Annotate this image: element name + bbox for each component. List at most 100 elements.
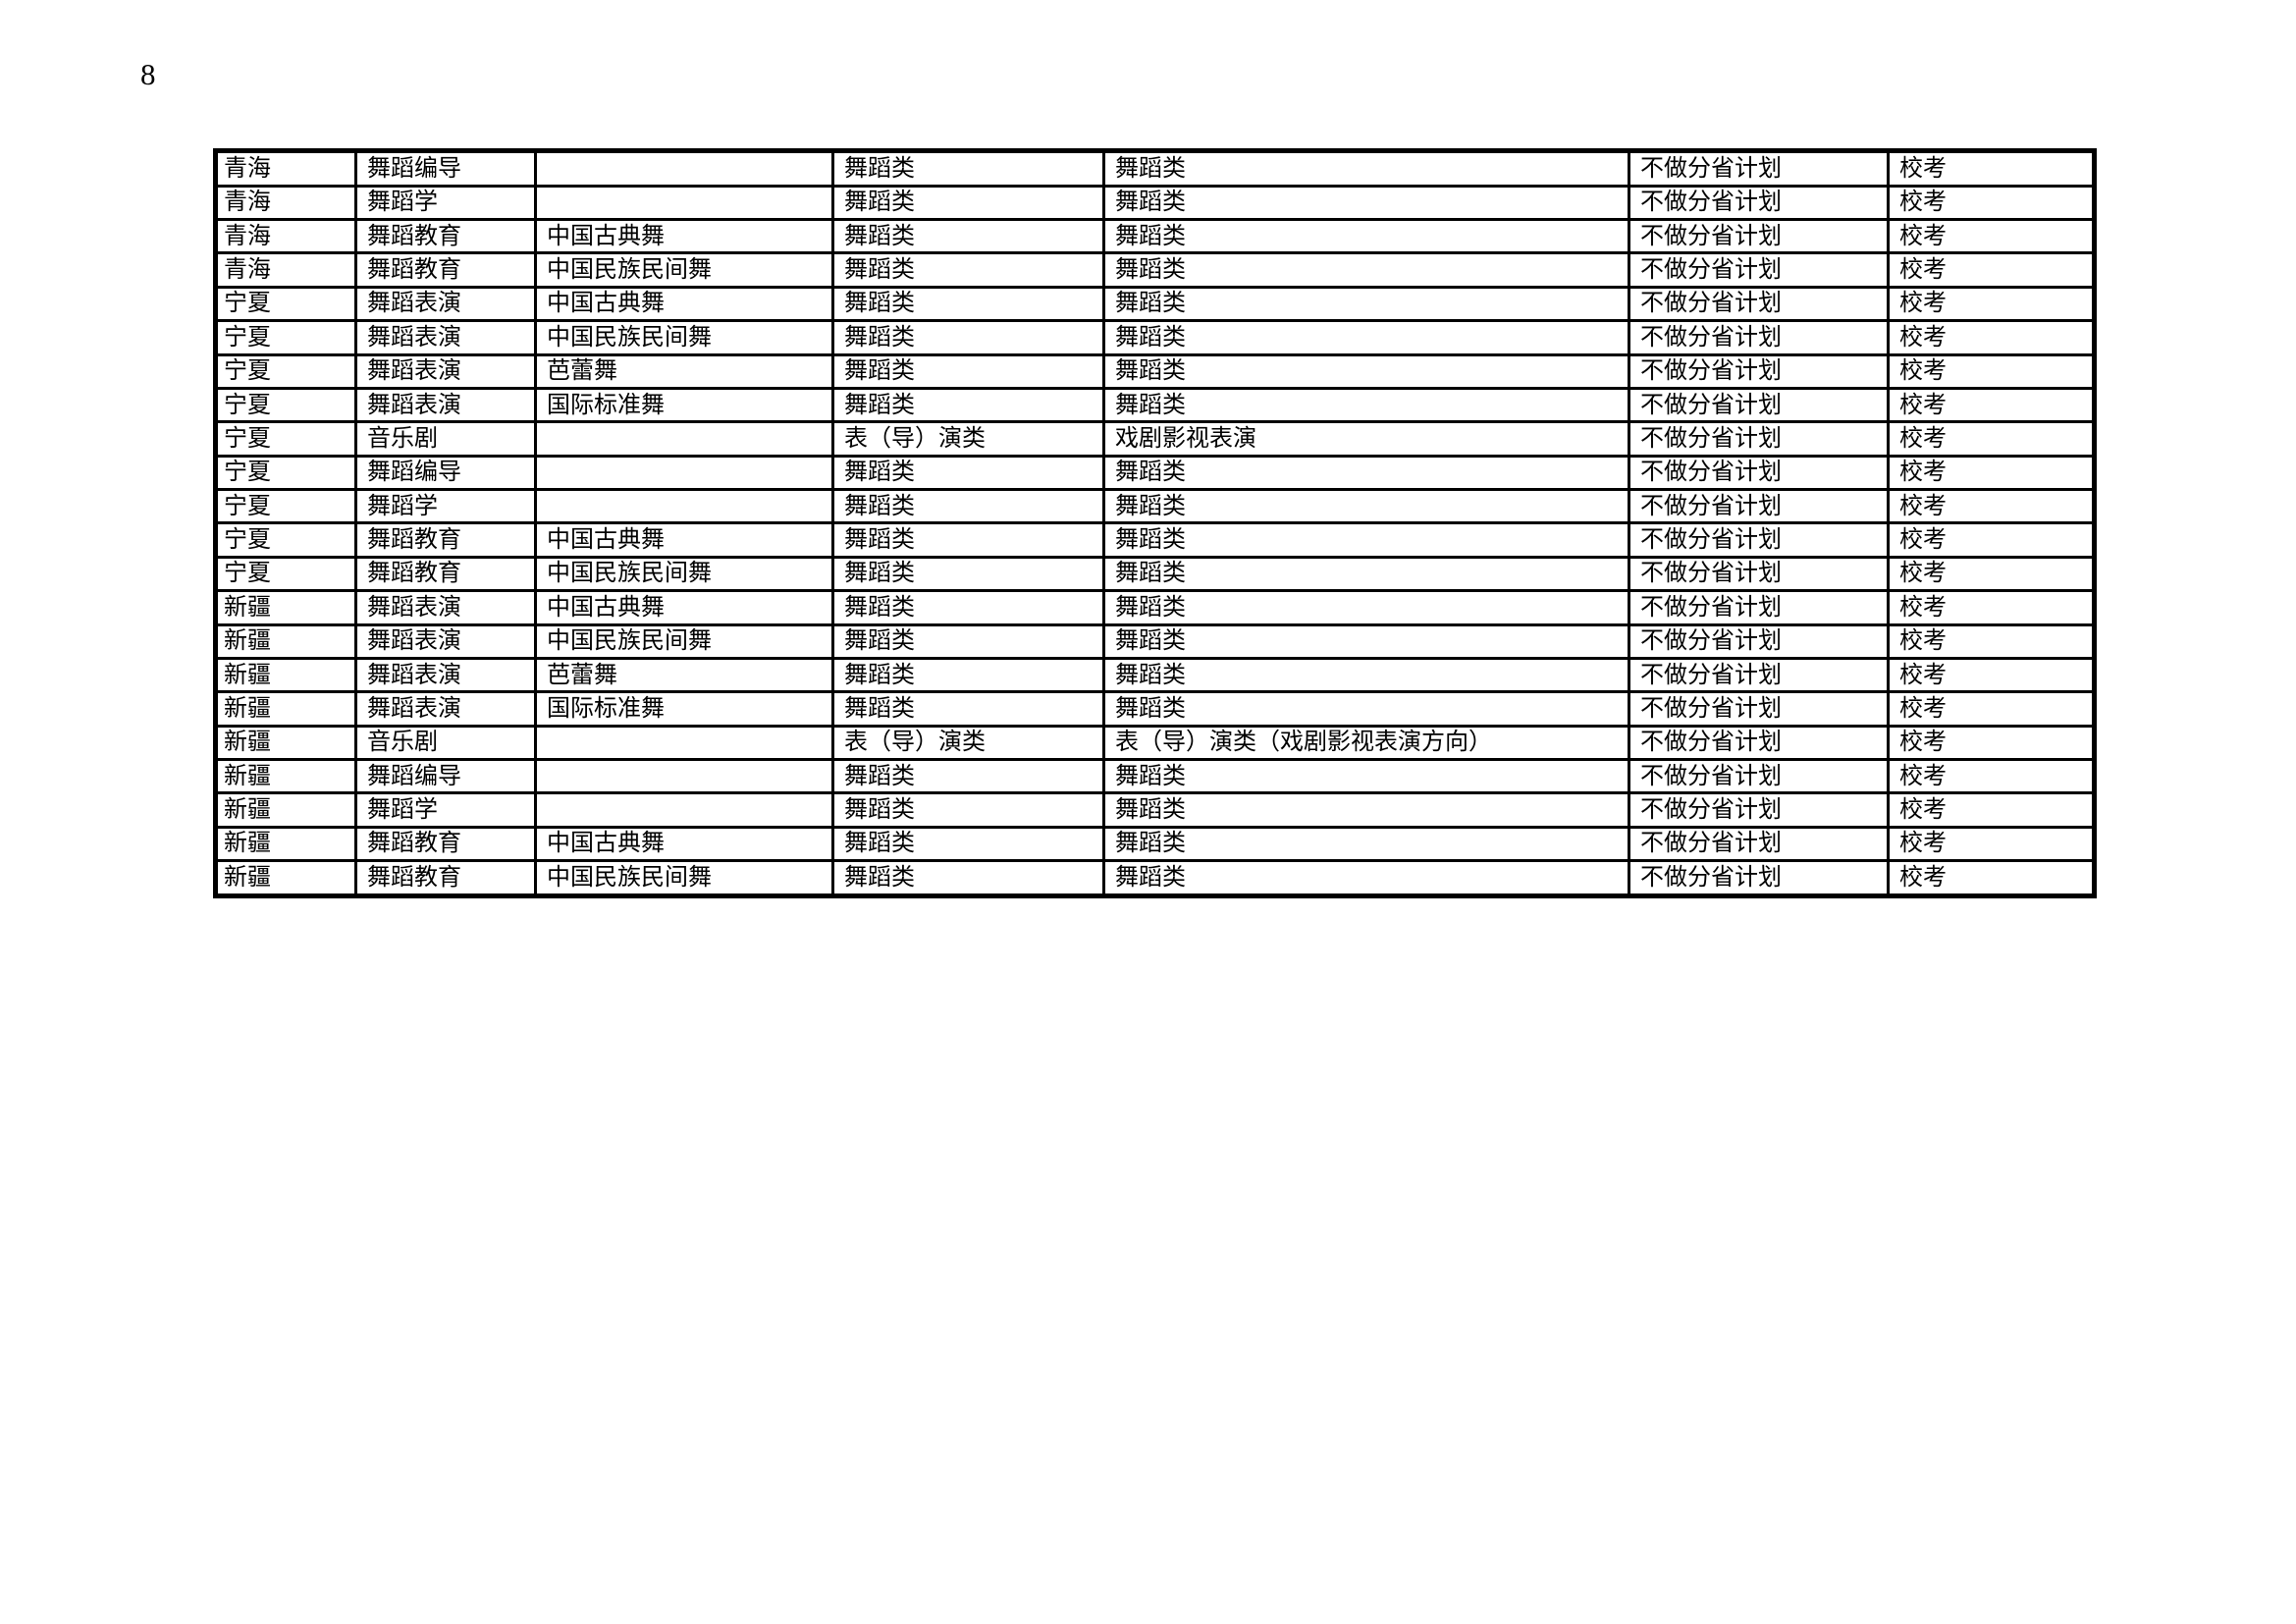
table-cell: 宁夏 (214, 352, 357, 390)
table-row: 宁夏 舞蹈表演 中国民族民间舞 舞蹈类 舞蹈类 不做分省计划 校考 (214, 319, 2096, 356)
table-cell: 校考 (1887, 859, 2096, 897)
table-cell: 舞蹈类 (831, 251, 1105, 289)
table-cell: 中国古典舞 (534, 285, 834, 323)
table-cell: 中国古典舞 (534, 218, 834, 255)
table-cell: 舞蹈类 (831, 218, 1105, 255)
table-cell: 不做分省计划 (1628, 285, 1890, 323)
table-cell: 青海 (214, 218, 357, 255)
table-row: 宁夏 舞蹈表演 国际标准舞 舞蹈类 舞蹈类 不做分省计划 校考 (214, 386, 2096, 424)
table-row: 青海 舞蹈教育 中国古典舞 舞蹈类 舞蹈类 不做分省计划 校考 (214, 218, 2096, 255)
table-cell: 舞蹈类 (1102, 454, 1630, 492)
table-cell: 舞蹈类 (831, 555, 1105, 593)
table-cell: 舞蹈类 (1102, 791, 1630, 829)
table-cell: 中国民族民间舞 (534, 251, 834, 289)
table-cell: 不做分省计划 (1628, 218, 1890, 255)
table-cell: 舞蹈表演 (354, 352, 537, 390)
table-cell: 舞蹈表演 (354, 319, 537, 356)
table-cell: 芭蕾舞 (534, 656, 834, 694)
table-row: 青海 舞蹈编导 舞蹈类 舞蹈类 不做分省计划 校考 (214, 149, 2096, 188)
table-row: 新疆 舞蹈编导 舞蹈类 舞蹈类 不做分省计划 校考 (214, 758, 2096, 795)
table-cell: 国际标准舞 (534, 386, 834, 424)
table-cell: 不做分省计划 (1628, 656, 1890, 694)
table-cell: 舞蹈学 (354, 791, 537, 829)
table-cell: 校考 (1887, 825, 2096, 863)
table-cell: 校考 (1887, 184, 2096, 222)
table-cell: 舞蹈类 (831, 859, 1105, 897)
table-cell: 不做分省计划 (1628, 825, 1890, 863)
table-cell: 舞蹈类 (831, 285, 1105, 323)
table-cell: 中国民族民间舞 (534, 319, 834, 356)
table-cell: 新疆 (214, 791, 357, 829)
table-cell: 中国民族民间舞 (534, 859, 834, 897)
table-cell: 舞蹈表演 (354, 285, 537, 323)
table-cell: 舞蹈类 (1102, 825, 1630, 863)
table-cell: 宁夏 (214, 285, 357, 323)
table-cell: 舞蹈类 (1102, 656, 1630, 694)
table-cell: 舞蹈教育 (354, 555, 537, 593)
table-cell: 不做分省计划 (1628, 589, 1890, 626)
table-cell: 表（导）演类 (831, 724, 1105, 762)
table-cell: 表（导）演类（戏剧影视表演方向） (1102, 724, 1630, 762)
table-cell: 校考 (1887, 319, 2096, 356)
table-row: 新疆 音乐剧 表（导）演类 表（导）演类（戏剧影视表演方向） 不做分省计划 校考 (214, 724, 2096, 762)
table-cell: 舞蹈教育 (354, 251, 537, 289)
table-cell: 舞蹈教育 (354, 825, 537, 863)
table-row: 宁夏 音乐剧 表（导）演类 戏剧影视表演 不做分省计划 校考 (214, 420, 2096, 458)
table-cell: 舞蹈表演 (354, 386, 537, 424)
table-cell: 舞蹈类 (831, 690, 1105, 728)
table-cell: 舞蹈类 (1102, 488, 1630, 525)
table-cell: 校考 (1887, 251, 2096, 289)
table-cell: 戏剧影视表演 (1102, 420, 1630, 458)
table-cell: 宁夏 (214, 555, 357, 593)
table-cell: 校考 (1887, 454, 2096, 492)
table-cell: 舞蹈编导 (354, 149, 537, 188)
table-cell: 校考 (1887, 420, 2096, 458)
table-cell: 校考 (1887, 791, 2096, 829)
table-cell: 新疆 (214, 758, 357, 795)
table-row: 宁夏 舞蹈编导 舞蹈类 舞蹈类 不做分省计划 校考 (214, 454, 2096, 492)
table-cell (534, 724, 834, 762)
table-cell: 校考 (1887, 149, 2096, 188)
table-cell: 中国古典舞 (534, 589, 834, 626)
table-cell: 不做分省计划 (1628, 791, 1890, 829)
table-cell: 中国古典舞 (534, 521, 834, 559)
table-cell: 舞蹈类 (831, 589, 1105, 626)
table-cell (534, 791, 834, 829)
table-cell: 舞蹈类 (1102, 352, 1630, 390)
admissions-plan-table: 青海 舞蹈编导 舞蹈类 舞蹈类 不做分省计划 校考 青海 舞蹈学 舞蹈类 舞蹈类 不做分省计划 校考青… (213, 148, 2097, 898)
table-row: 宁夏 舞蹈教育 中国民族民间舞 舞蹈类 舞蹈类 不做分省计划 校考 (214, 555, 2096, 593)
table-cell: 舞蹈学 (354, 184, 537, 222)
table-cell: 舞蹈类 (831, 791, 1105, 829)
table-cell: 舞蹈类 (1102, 690, 1630, 728)
table-cell: 舞蹈类 (1102, 184, 1630, 222)
table-row: 宁夏 舞蹈表演 芭蕾舞 舞蹈类 舞蹈类 不做分省计划 校考 (214, 352, 2096, 390)
table-cell: 舞蹈类 (831, 623, 1105, 660)
table-cell: 宁夏 (214, 488, 357, 525)
table-cell: 不做分省计划 (1628, 555, 1890, 593)
table-cell: 不做分省计划 (1628, 724, 1890, 762)
table-cell: 舞蹈类 (831, 656, 1105, 694)
table-cell: 舞蹈类 (831, 488, 1105, 525)
table-cell: 舞蹈类 (831, 386, 1105, 424)
table-row: 青海 舞蹈教育 中国民族民间舞 舞蹈类 舞蹈类 不做分省计划 校考 (214, 251, 2096, 289)
table-cell: 新疆 (214, 859, 357, 897)
table-cell: 新疆 (214, 825, 357, 863)
table-cell: 校考 (1887, 386, 2096, 424)
table-cell: 不做分省计划 (1628, 623, 1890, 660)
table-row: 新疆 舞蹈教育 中国民族民间舞 舞蹈类 舞蹈类 不做分省计划 校考 (214, 859, 2096, 897)
table-cell: 宁夏 (214, 521, 357, 559)
table-cell: 不做分省计划 (1628, 251, 1890, 289)
table-cell: 中国民族民间舞 (534, 555, 834, 593)
table-cell: 校考 (1887, 285, 2096, 323)
table-cell: 青海 (214, 251, 357, 289)
table-cell: 不做分省计划 (1628, 386, 1890, 424)
table-cell: 舞蹈教育 (354, 521, 537, 559)
table-cell: 不做分省计划 (1628, 149, 1890, 188)
table-cell: 舞蹈类 (1102, 859, 1630, 897)
table-cell: 校考 (1887, 623, 2096, 660)
table-cell: 宁夏 (214, 454, 357, 492)
table-cell: 舞蹈类 (1102, 285, 1630, 323)
table-cell: 校考 (1887, 724, 2096, 762)
table-cell: 舞蹈类 (831, 521, 1105, 559)
